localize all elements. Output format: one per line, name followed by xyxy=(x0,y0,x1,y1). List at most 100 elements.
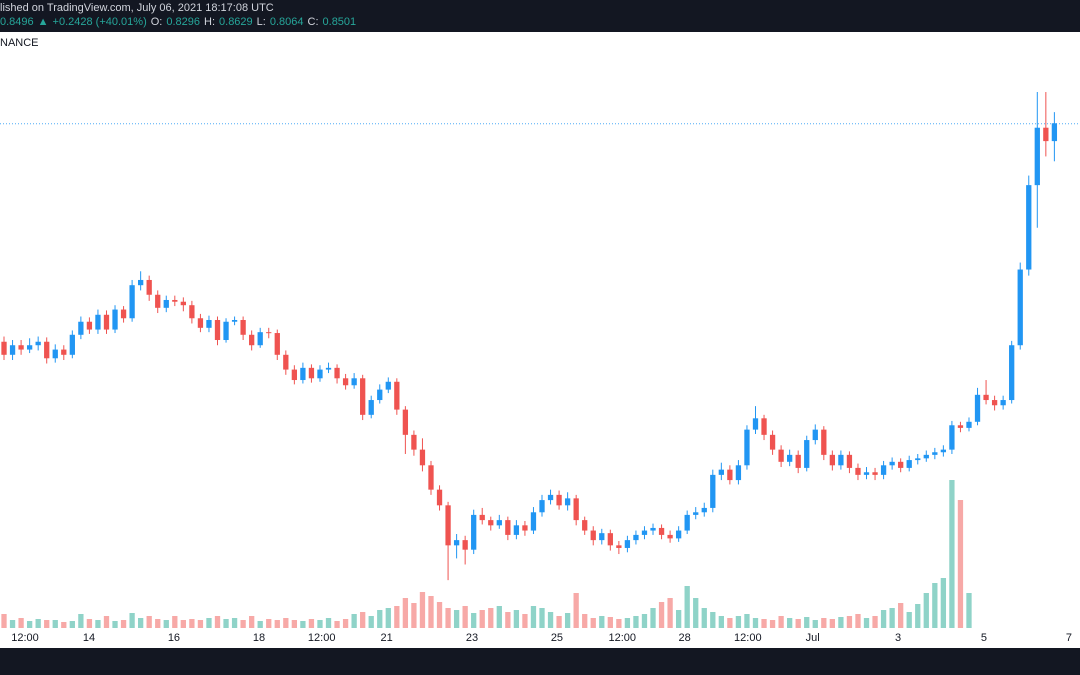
candle-body xyxy=(539,500,545,513)
candle-body xyxy=(675,530,682,539)
candle-body xyxy=(769,434,776,450)
x-tick-label: 12:00 xyxy=(609,632,637,644)
volume-bar xyxy=(283,618,289,628)
candle-body xyxy=(9,345,16,355)
volume-bar xyxy=(394,606,400,628)
last-price: 0.8496 xyxy=(0,16,34,28)
candle-body xyxy=(146,279,152,295)
candle-body xyxy=(556,494,562,506)
candle-body xyxy=(1043,127,1049,142)
candle-body xyxy=(829,454,835,466)
candle-body xyxy=(137,279,144,286)
x-tick-label: 7 xyxy=(1066,632,1072,644)
volume-bar xyxy=(650,608,656,628)
candle-body xyxy=(155,294,161,308)
volume-bar xyxy=(684,586,690,628)
candle-body xyxy=(368,400,374,415)
candle-body xyxy=(342,378,349,386)
footer-bar xyxy=(0,648,1080,675)
volume-bar xyxy=(402,598,409,628)
candle-body xyxy=(385,381,391,390)
volume-bar xyxy=(360,612,366,628)
candle-body xyxy=(564,498,571,506)
candle-body xyxy=(684,514,690,531)
candle-body xyxy=(1,341,7,355)
candle-body xyxy=(957,425,964,428)
volume-bar xyxy=(44,620,50,628)
candle-body xyxy=(462,540,468,550)
volume-bar xyxy=(325,618,332,628)
volume-bar xyxy=(846,616,853,628)
candle-body xyxy=(402,409,409,435)
candle-body xyxy=(394,381,400,410)
volume-bar xyxy=(428,596,434,628)
volume-bar xyxy=(377,610,383,628)
candle-body xyxy=(735,465,742,481)
candle-body xyxy=(940,449,947,453)
candle-body xyxy=(616,545,622,548)
volume-bar xyxy=(513,610,520,628)
candle-body xyxy=(78,321,84,335)
candle-body xyxy=(513,525,520,535)
candle-body xyxy=(846,454,853,468)
volume-bar xyxy=(906,612,912,628)
candle-body xyxy=(496,520,502,526)
candle-body xyxy=(266,332,272,334)
volume-bar xyxy=(949,480,955,628)
volume-bar xyxy=(479,610,485,628)
volume-bar xyxy=(120,620,127,628)
x-tick-label: 18 xyxy=(253,632,265,644)
volume-bar xyxy=(129,613,135,628)
candle-body xyxy=(351,378,357,386)
candle-body xyxy=(120,309,127,319)
volume-bar xyxy=(146,616,152,628)
candle-body xyxy=(214,319,221,341)
candle-body xyxy=(223,321,229,341)
open-value: 0.8296 xyxy=(166,16,201,28)
candle-body xyxy=(86,321,93,330)
volume-bar xyxy=(744,614,750,628)
volume-bar xyxy=(821,618,827,628)
candle-body xyxy=(838,454,844,466)
candle-body xyxy=(479,514,485,521)
volume-bar xyxy=(368,616,374,628)
volume-bar xyxy=(966,593,972,628)
volume-bar xyxy=(675,610,682,628)
candle-body xyxy=(582,520,588,531)
volume-bar xyxy=(769,620,776,628)
candle-body xyxy=(257,332,263,346)
high-value: 0.8629 xyxy=(219,16,253,28)
volume-bar xyxy=(582,614,588,628)
candle-body xyxy=(488,520,494,526)
volume-bar xyxy=(838,617,844,628)
candle-body xyxy=(334,367,340,379)
volume-bar xyxy=(462,606,468,628)
volume-bar xyxy=(761,619,767,628)
volume-bar xyxy=(266,619,272,628)
volume-bar xyxy=(812,620,818,628)
candle-body xyxy=(573,498,579,521)
candle-body xyxy=(377,389,383,401)
candle-body xyxy=(949,425,955,450)
volume-bar xyxy=(701,608,707,628)
volume-bar xyxy=(180,620,186,628)
candle-body xyxy=(180,301,186,306)
volume-bar xyxy=(137,618,144,628)
candle-body xyxy=(325,367,332,370)
volume-bar xyxy=(718,616,724,628)
candle-body xyxy=(701,507,707,513)
candle-body xyxy=(983,394,989,401)
volume-bar xyxy=(189,619,195,628)
candle-body xyxy=(197,318,204,328)
volume-bar xyxy=(641,614,648,628)
volume-bar xyxy=(539,608,545,628)
volume-bar xyxy=(1,614,7,628)
volume-bar xyxy=(103,616,110,628)
volume-bar xyxy=(342,619,349,628)
candle-body xyxy=(522,525,528,531)
candle-body xyxy=(744,429,750,466)
volume-bar xyxy=(411,603,417,628)
candle-body xyxy=(206,319,212,328)
candle-body xyxy=(274,333,280,355)
volume-bar xyxy=(804,617,810,628)
